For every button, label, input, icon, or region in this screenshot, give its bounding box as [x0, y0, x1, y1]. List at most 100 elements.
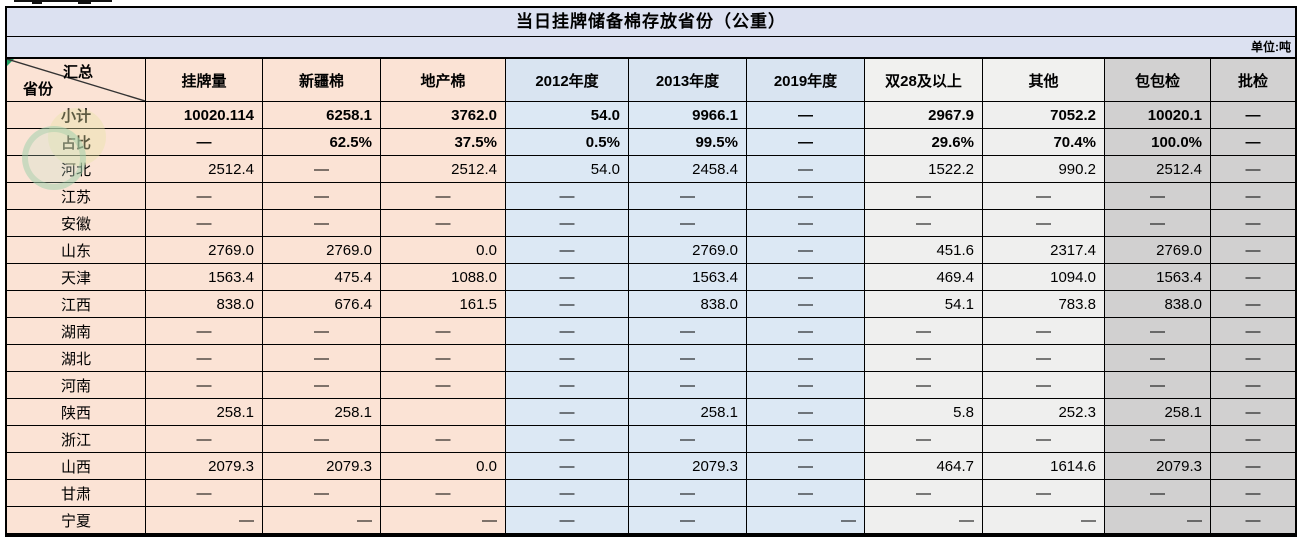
value-cell: 37.5%	[381, 129, 506, 156]
value-cell: —	[263, 156, 381, 183]
row-label-cell: 浙江	[7, 426, 146, 453]
value-cell: 0.0	[381, 237, 506, 264]
value-cell: 1563.4	[629, 264, 747, 291]
value-cell: —	[146, 480, 263, 507]
value-cell: —	[1105, 183, 1211, 210]
value-cell: —	[629, 480, 747, 507]
value-cell: —	[146, 507, 263, 534]
value-cell: —	[983, 318, 1105, 345]
value-cell: 783.8	[983, 291, 1105, 318]
value-cell: —	[506, 426, 629, 453]
table-row: 湖北 — — — — — — — — — —	[7, 345, 1295, 372]
value-cell: —	[263, 372, 381, 399]
value-cell: 990.2	[983, 156, 1105, 183]
value-cell: —	[381, 318, 506, 345]
value-cell: 161.5	[381, 291, 506, 318]
column-header-cell: 2019年度	[747, 59, 865, 102]
value-cell: 1094.0	[983, 264, 1105, 291]
value-cell: —	[381, 372, 506, 399]
value-cell: —	[983, 507, 1105, 534]
value-cell: 475.4	[263, 264, 381, 291]
row-label-cell: 天津	[7, 264, 146, 291]
value-cell: 7052.2	[983, 102, 1105, 129]
value-cell: —	[1211, 426, 1295, 453]
value-cell: 9966.1	[629, 102, 747, 129]
row-label-cell: 甘肃	[7, 480, 146, 507]
value-cell: —	[747, 291, 865, 318]
value-cell: —	[506, 507, 629, 534]
column-header-cell: 新疆棉	[263, 59, 381, 102]
value-cell: —	[506, 183, 629, 210]
table-row: 江苏 — — — — — — — — — —	[7, 183, 1295, 210]
value-cell: —	[747, 264, 865, 291]
value-cell: —	[865, 507, 983, 534]
row-label-cell: 山东	[7, 237, 146, 264]
value-cell: —	[506, 210, 629, 237]
column-header-cell: 包包检	[1105, 59, 1211, 102]
value-cell: —	[865, 183, 983, 210]
row-label-cell: 宁夏	[7, 507, 146, 534]
value-cell: —	[263, 426, 381, 453]
value-cell: —	[747, 183, 865, 210]
value-cell: 54.0	[506, 156, 629, 183]
value-cell: —	[146, 210, 263, 237]
value-cell: 2769.0	[146, 237, 263, 264]
value-cell: —	[747, 102, 865, 129]
value-cell: 252.3	[983, 399, 1105, 426]
diagonal-line	[7, 59, 145, 101]
value-cell: —	[629, 372, 747, 399]
value-cell: —	[983, 426, 1105, 453]
value-cell: —	[1211, 318, 1295, 345]
value-cell: 2458.4	[629, 156, 747, 183]
value-cell: —	[506, 345, 629, 372]
row-label-cell: 湖南	[7, 318, 146, 345]
table-row: 河北 2512.4—2512.4 54.0 2458.4—1522.2 990.2 251…	[7, 156, 1295, 183]
value-cell: —	[983, 372, 1105, 399]
cropped-text-artifact	[32, 0, 42, 4]
cropped-text-artifact	[14, 0, 112, 2]
value-cell: 464.7	[865, 453, 983, 480]
corner-top-label: 汇总	[63, 64, 94, 81]
corner-bottom-label: 省份	[23, 81, 54, 98]
value-cell: 258.1	[629, 399, 747, 426]
table-title: 当日挂牌储备棉存放省份（公重）	[7, 8, 1295, 37]
value-cell: —	[747, 480, 865, 507]
value-cell: —	[506, 264, 629, 291]
column-header-cell: 2013年度	[629, 59, 747, 102]
table-row: 宁夏 — — — — — — — — — —	[7, 507, 1295, 534]
cropped-text-artifact	[78, 0, 91, 4]
table-row: 陕西 258.1 258.1—258.1—5.8 252.3 258.1—	[7, 399, 1295, 426]
column-header-cell: 地产棉	[381, 59, 506, 102]
value-cell: 258.1	[1105, 399, 1211, 426]
value-cell: —	[747, 156, 865, 183]
green-corner-marker	[7, 59, 14, 66]
value-cell: —	[865, 372, 983, 399]
value-cell: —	[1211, 183, 1295, 210]
value-cell: 2079.3	[1105, 453, 1211, 480]
value-cell: —	[1105, 210, 1211, 237]
table-row: 安徽 — — — — — — — — — —	[7, 210, 1295, 237]
table-row: 山西 2079.3 2079.3 0.0—2079.3—464.7 1614.6 2079…	[7, 453, 1295, 480]
value-cell: 5.8	[865, 399, 983, 426]
value-cell: —	[263, 183, 381, 210]
row-label-cell: 小计	[7, 102, 146, 129]
value-cell: 838.0	[1105, 291, 1211, 318]
value-cell: —	[1211, 372, 1295, 399]
value-cell: 2769.0	[629, 237, 747, 264]
column-header-cell: 挂牌量	[146, 59, 263, 102]
value-cell: 3762.0	[381, 102, 506, 129]
corner-header-cell: 汇总 省份	[7, 59, 146, 102]
value-cell	[381, 399, 506, 426]
value-cell: 2317.4	[983, 237, 1105, 264]
column-header-cell: 2012年度	[506, 59, 629, 102]
value-cell: 2079.3	[263, 453, 381, 480]
table-row: 占比 —62.5% 37.5% 0.5% 99.5% —29.6% 70.4% 100.0% —	[7, 129, 1295, 156]
value-cell: —	[747, 345, 865, 372]
value-cell: 1563.4	[146, 264, 263, 291]
value-cell: —	[146, 318, 263, 345]
value-cell: 2512.4	[381, 156, 506, 183]
value-cell: 2512.4	[1105, 156, 1211, 183]
value-cell: —	[629, 345, 747, 372]
value-cell: 1522.2	[865, 156, 983, 183]
